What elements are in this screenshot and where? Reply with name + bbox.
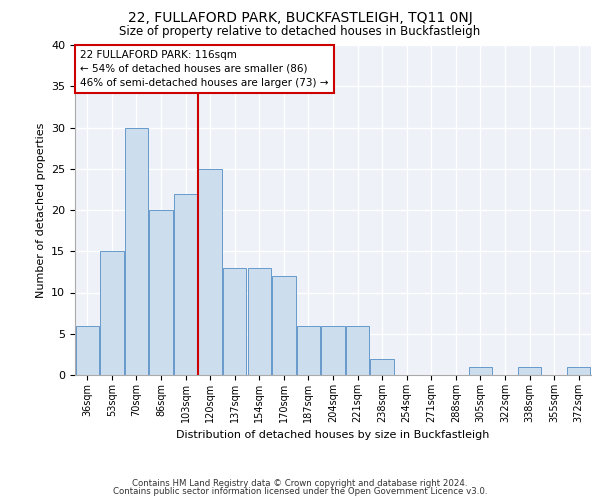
- Bar: [370, 358, 394, 375]
- Bar: [223, 268, 247, 375]
- Text: Size of property relative to detached houses in Buckfastleigh: Size of property relative to detached ho…: [119, 25, 481, 38]
- Bar: [248, 268, 271, 375]
- Text: Contains public sector information licensed under the Open Government Licence v3: Contains public sector information licen…: [113, 487, 487, 496]
- Y-axis label: Number of detached properties: Number of detached properties: [35, 122, 46, 298]
- Bar: [76, 326, 99, 375]
- Bar: [149, 210, 173, 375]
- Bar: [297, 326, 320, 375]
- Bar: [469, 367, 492, 375]
- Bar: [174, 194, 197, 375]
- Text: 22, FULLAFORD PARK, BUCKFASTLEIGH, TQ11 0NJ: 22, FULLAFORD PARK, BUCKFASTLEIGH, TQ11 …: [128, 11, 472, 25]
- Text: 22 FULLAFORD PARK: 116sqm
← 54% of detached houses are smaller (86)
46% of semi-: 22 FULLAFORD PARK: 116sqm ← 54% of detac…: [80, 50, 329, 88]
- X-axis label: Distribution of detached houses by size in Buckfastleigh: Distribution of detached houses by size …: [176, 430, 490, 440]
- Bar: [346, 326, 369, 375]
- Bar: [567, 367, 590, 375]
- Bar: [125, 128, 148, 375]
- Text: Contains HM Land Registry data © Crown copyright and database right 2024.: Contains HM Land Registry data © Crown c…: [132, 478, 468, 488]
- Bar: [199, 169, 222, 375]
- Bar: [322, 326, 344, 375]
- Bar: [100, 251, 124, 375]
- Bar: [272, 276, 296, 375]
- Bar: [518, 367, 541, 375]
